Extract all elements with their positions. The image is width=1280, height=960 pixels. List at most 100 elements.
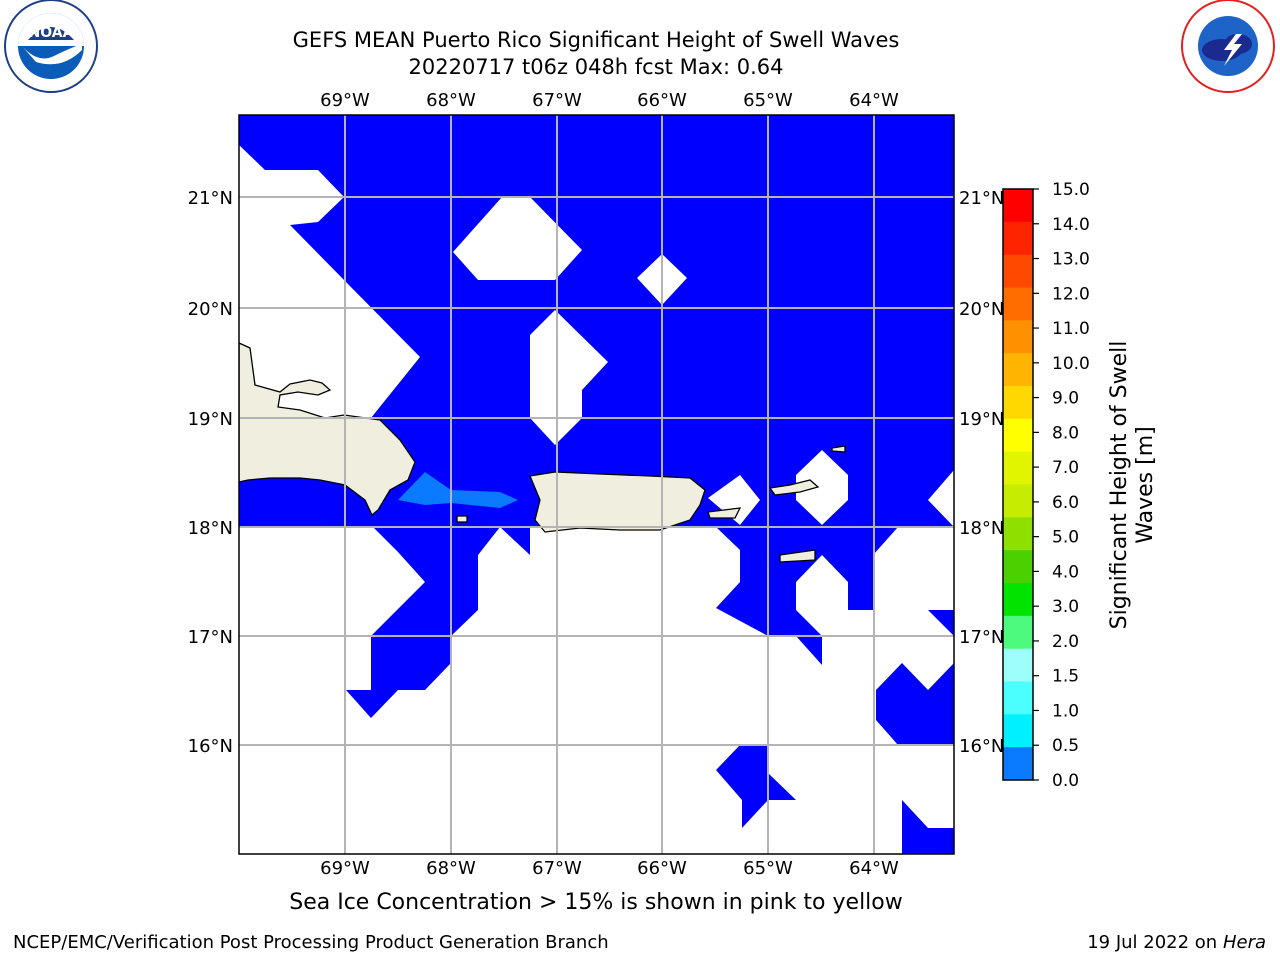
- chart-subtitle: 20220717 t06z 048h fcst Max: 0.64: [408, 55, 784, 79]
- colorbar-tick-label: 9.0: [1052, 389, 1079, 409]
- colorbar-tick-label: 13.0: [1052, 250, 1090, 270]
- lat-label-left: 21°N: [188, 188, 233, 209]
- swell-region: [346, 500, 373, 527]
- no-swell-gap: [239, 145, 420, 418]
- lon-label-bottom: 67°W: [532, 858, 582, 879]
- colorbar-swatch: [1003, 320, 1033, 354]
- colorbar-tick-label: 12.0: [1052, 284, 1090, 304]
- lon-label-bottom: 65°W: [743, 858, 793, 879]
- colorbar-tick-label: 1.0: [1052, 701, 1079, 721]
- colorbar-tick-label: 3.0: [1052, 597, 1079, 617]
- colorbar-swatch: [1003, 287, 1033, 321]
- colorbar-tick-label: 6.0: [1052, 493, 1079, 513]
- graticule: [239, 115, 954, 854]
- swell-region-half-meter: [398, 472, 518, 508]
- colorbar-swatch: [1003, 648, 1033, 682]
- lat-label-left: 18°N: [188, 518, 233, 539]
- colorbar-tick-label: 1.5: [1052, 667, 1079, 687]
- colorbar-swatch: [1003, 583, 1033, 617]
- colorbar-frame: [1002, 188, 1034, 781]
- colorbar-tick-label: 4.0: [1052, 562, 1079, 582]
- colorbar-tick-label: 7.0: [1052, 458, 1079, 478]
- colorbar-tick-label: 8.0: [1052, 423, 1079, 443]
- colorbar-swatch: [1003, 353, 1033, 387]
- lat-label-right: 17°N: [959, 627, 1004, 648]
- lon-label-top: 65°W: [743, 90, 793, 111]
- no-swell-gap: [530, 310, 608, 445]
- swell-region: [346, 527, 500, 718]
- footer-date: 19 Jul 2022 on Hera: [1087, 932, 1266, 953]
- lon-label-bottom: 66°W: [637, 858, 687, 879]
- colorbar: 15.0 14.0 13.0 12.0 11.0 10.0 9.0 8.0 7.0 6.0 5.0 4…: [1002, 180, 1090, 791]
- chart-title: GEFS MEAN Puerto Rico Significant Height…: [292, 28, 900, 52]
- map-frame: [238, 114, 955, 855]
- colorbar-swatch: [1003, 386, 1033, 420]
- lon-label-top: 66°W: [637, 90, 687, 111]
- lat-label-right: 21°N: [959, 188, 1004, 209]
- lat-label-right: 20°N: [959, 299, 1004, 320]
- colorbar-swatch: [1003, 550, 1033, 584]
- colorbar-label: Significant Height of SwellWaves [m]: [1107, 341, 1158, 630]
- colorbar-tick-label: 10.0: [1052, 354, 1090, 374]
- lon-label-top: 67°W: [532, 90, 582, 111]
- colorbar-tick-label: 2.0: [1052, 632, 1079, 652]
- lat-label-right: 16°N: [959, 736, 1004, 757]
- land-mona-island: [456, 515, 468, 523]
- right-latitude-labels: 21°N 20°N 19°N 18°N 17°N 16°N: [959, 188, 1004, 757]
- colorbar-tick-label: 14.0: [1052, 215, 1090, 235]
- colorbar-tick-label: 11.0: [1052, 319, 1090, 339]
- no-swell-gap: [453, 197, 582, 280]
- lon-label-bottom: 69°W: [320, 858, 370, 879]
- lon-label-bottom: 68°W: [426, 858, 476, 879]
- footer-host: Hera: [1222, 932, 1266, 953]
- lat-label-left: 19°N: [188, 409, 233, 430]
- top-longitude-labels: 69°W 68°W 67°W 66°W 65°W 64°W: [320, 90, 899, 111]
- left-latitude-labels: 21°N 20°N 19°N 18°N 17°N 16°N: [188, 188, 233, 757]
- swell-region: [716, 745, 796, 828]
- swell-region: [902, 800, 954, 854]
- noaa-logo-wordmark: NOAA: [29, 25, 74, 41]
- land-anegada: [831, 445, 846, 453]
- colorbar-swatch: [1003, 254, 1033, 288]
- colorbar-swatch: [1003, 517, 1033, 551]
- colorbar-swatch: [1003, 615, 1033, 650]
- bottom-longitude-labels: 69°W 68°W 67°W 66°W 65°W 64°W: [320, 858, 899, 879]
- no-swell-gap: [928, 470, 954, 527]
- lat-label-right: 19°N: [959, 409, 1004, 430]
- land-vieques: [707, 507, 742, 519]
- colorbar-tick-label: 5.0: [1052, 528, 1079, 548]
- colorbar-swatch: [1003, 418, 1033, 453]
- colorbar-label-line: Waves [m]: [1133, 426, 1158, 543]
- lon-label-top: 64°W: [849, 90, 899, 111]
- noaa-logo-icon: NOAA NOAA: [4, 0, 98, 93]
- lon-label-top: 69°W: [320, 90, 370, 111]
- lat-label-right: 18°N: [959, 518, 1004, 539]
- colorbar-swatch: [1003, 451, 1033, 485]
- colorbar-swatch: [1003, 484, 1033, 518]
- lon-label-top: 68°W: [426, 90, 476, 111]
- map-area: [239, 115, 954, 854]
- colorbar-swatch: [1003, 714, 1033, 748]
- colorbar-tick-label: 0.5: [1052, 736, 1079, 756]
- lat-label-left: 17°N: [188, 627, 233, 648]
- colorbar-swatch: [1003, 221, 1033, 256]
- no-swell-gap: [708, 475, 760, 525]
- land-virgin-islands: [768, 479, 820, 496]
- lat-label-left: 20°N: [188, 299, 233, 320]
- no-swell-gap: [318, 335, 344, 362]
- sea-ice-caption: Sea Ice Concentration > 15% is shown in …: [289, 890, 903, 915]
- swell-height-fill: [239, 115, 954, 854]
- colorbar-swatch: [1003, 747, 1033, 781]
- colorbar-tick-label: 0.0: [1052, 771, 1079, 791]
- swell-region: [876, 663, 954, 745]
- colorbar-swatch: [1003, 189, 1033, 223]
- colorbar-label-line: Significant Height of Swell: [1107, 341, 1132, 630]
- footer-date-text: 19 Jul 2022 on: [1087, 932, 1223, 953]
- lat-label-left: 16°N: [188, 736, 233, 757]
- swell-region: [373, 510, 898, 665]
- lon-label-bottom: 64°W: [849, 858, 899, 879]
- colorbar-swatch: [1003, 681, 1033, 715]
- colorbar-tick-label: 15.0: [1052, 180, 1090, 200]
- footer-branch-credit: NCEP/EMC/Verification Post Processing Pr…: [13, 932, 609, 953]
